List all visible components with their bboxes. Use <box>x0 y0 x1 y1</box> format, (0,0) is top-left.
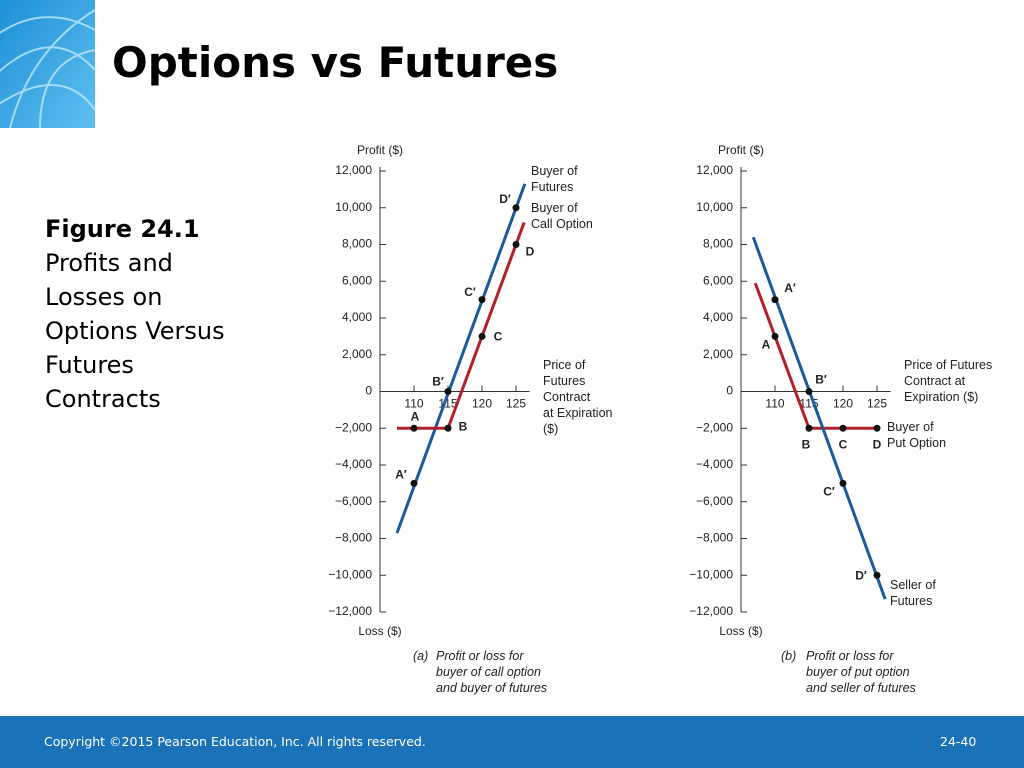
x-axis-label: Price of Futures Contract at Expiration … <box>904 358 993 404</box>
y-tick-label: 8,000 <box>342 237 372 251</box>
point-label: C′ <box>464 285 476 299</box>
point-label: D <box>526 245 535 259</box>
y-axis-label: Profit ($) <box>357 143 403 157</box>
y-tick-label: 0 <box>365 384 372 398</box>
slide-title: Options vs Futures <box>112 38 559 87</box>
y-tick-label: −2,000 <box>696 420 733 434</box>
data-point <box>873 424 881 432</box>
copyright: Copyright ©2015 Pearson Education, Inc. … <box>44 734 426 749</box>
data-point <box>805 424 813 432</box>
point-label: B <box>802 437 811 451</box>
data-point <box>771 296 779 304</box>
series-line <box>395 183 527 534</box>
y-tick-label: −6,000 <box>335 494 372 508</box>
series-label: Buyer of Put Option <box>887 420 947 450</box>
data-point <box>444 388 452 395</box>
point-label: D′ <box>855 568 867 582</box>
sidebar: Figure 24.1 Profits and Losses on Options… <box>45 212 225 416</box>
point-label: B′ <box>815 373 827 387</box>
series-label: Buyer of Futures <box>531 164 578 194</box>
y-tick-label: 4,000 <box>703 310 733 324</box>
point-label: A′ <box>395 468 407 482</box>
x-tick-label: 110 <box>404 397 423 411</box>
point-label: B′ <box>432 375 444 389</box>
y-tick-label: 6,000 <box>342 273 372 287</box>
x-tick-label: 110 <box>765 397 784 411</box>
data-point <box>478 332 486 340</box>
y-tick-label: −10,000 <box>328 567 372 581</box>
y-tick-label: 6,000 <box>703 273 733 287</box>
y-tick-label: −8,000 <box>696 531 733 545</box>
data-point <box>512 241 520 248</box>
y-tick-label: 10,000 <box>335 200 372 214</box>
data-point <box>805 388 813 395</box>
data-point <box>771 332 779 340</box>
caption: Profit or loss for buyer of put option a… <box>806 649 916 695</box>
x-tick-label: 125 <box>506 397 526 411</box>
y-tick-label: 2,000 <box>342 347 372 361</box>
footer: Copyright ©2015 Pearson Education, Inc. … <box>0 716 1024 768</box>
data-point <box>873 571 881 579</box>
point-label: B <box>459 419 468 433</box>
y-axis-label: Loss ($) <box>719 624 762 638</box>
x-tick-label: 125 <box>867 397 887 411</box>
sidebar-heading: Figure 24.1 <box>45 215 200 243</box>
y-tick-label: −4,000 <box>696 457 733 471</box>
y-tick-label: −10,000 <box>689 567 733 581</box>
point-label: C <box>494 330 503 344</box>
series-line <box>751 236 887 600</box>
point-label: A′ <box>784 281 796 295</box>
y-tick-label: 12,000 <box>335 163 372 177</box>
point-label: A <box>762 338 771 352</box>
point-label: C′ <box>823 485 835 499</box>
data-point <box>410 479 418 487</box>
logo-graphic <box>0 0 96 129</box>
y-tick-label: 12,000 <box>696 163 733 177</box>
y-tick-label: 4,000 <box>342 310 372 324</box>
caption-tag: (b) <box>781 649 797 663</box>
x-tick-label: 120 <box>472 397 492 411</box>
point-label: D′ <box>499 192 511 206</box>
caption-tag: (a) <box>413 649 429 663</box>
point-label: A <box>411 409 420 423</box>
y-tick-label: 10,000 <box>696 200 733 214</box>
y-axis-label: Profit ($) <box>718 143 764 157</box>
y-tick-label: 8,000 <box>703 237 733 251</box>
y-tick-label: −8,000 <box>335 531 372 545</box>
data-point <box>444 424 452 432</box>
y-tick-label: 0 <box>726 384 733 398</box>
y-tick-label: −12,000 <box>689 604 733 618</box>
y-tick-label: −6,000 <box>696 494 733 508</box>
page-number: 24-40 <box>940 734 977 749</box>
x-tick-label: 120 <box>833 397 853 411</box>
data-point <box>512 204 520 212</box>
series-label: Buyer of Call Option <box>531 201 593 231</box>
data-point <box>839 424 847 432</box>
sidebar-text: Profits and Losses on Options Versus Fut… <box>45 249 225 413</box>
y-tick-label: −4,000 <box>335 457 372 471</box>
data-point <box>478 296 486 304</box>
y-tick-label: −2,000 <box>335 420 372 434</box>
data-point <box>410 424 418 432</box>
series-label: Seller of Futures <box>890 578 936 608</box>
x-axis-label: Price of Futures Contract at Expiration … <box>543 358 613 436</box>
data-point <box>839 479 847 487</box>
y-tick-label: −12,000 <box>328 604 372 618</box>
caption: Profit or loss for buyer of call option … <box>436 649 548 695</box>
y-axis-label: Loss ($) <box>358 624 401 638</box>
y-tick-label: 2,000 <box>703 347 733 361</box>
point-label: C <box>839 437 848 451</box>
point-label: D <box>873 437 882 451</box>
